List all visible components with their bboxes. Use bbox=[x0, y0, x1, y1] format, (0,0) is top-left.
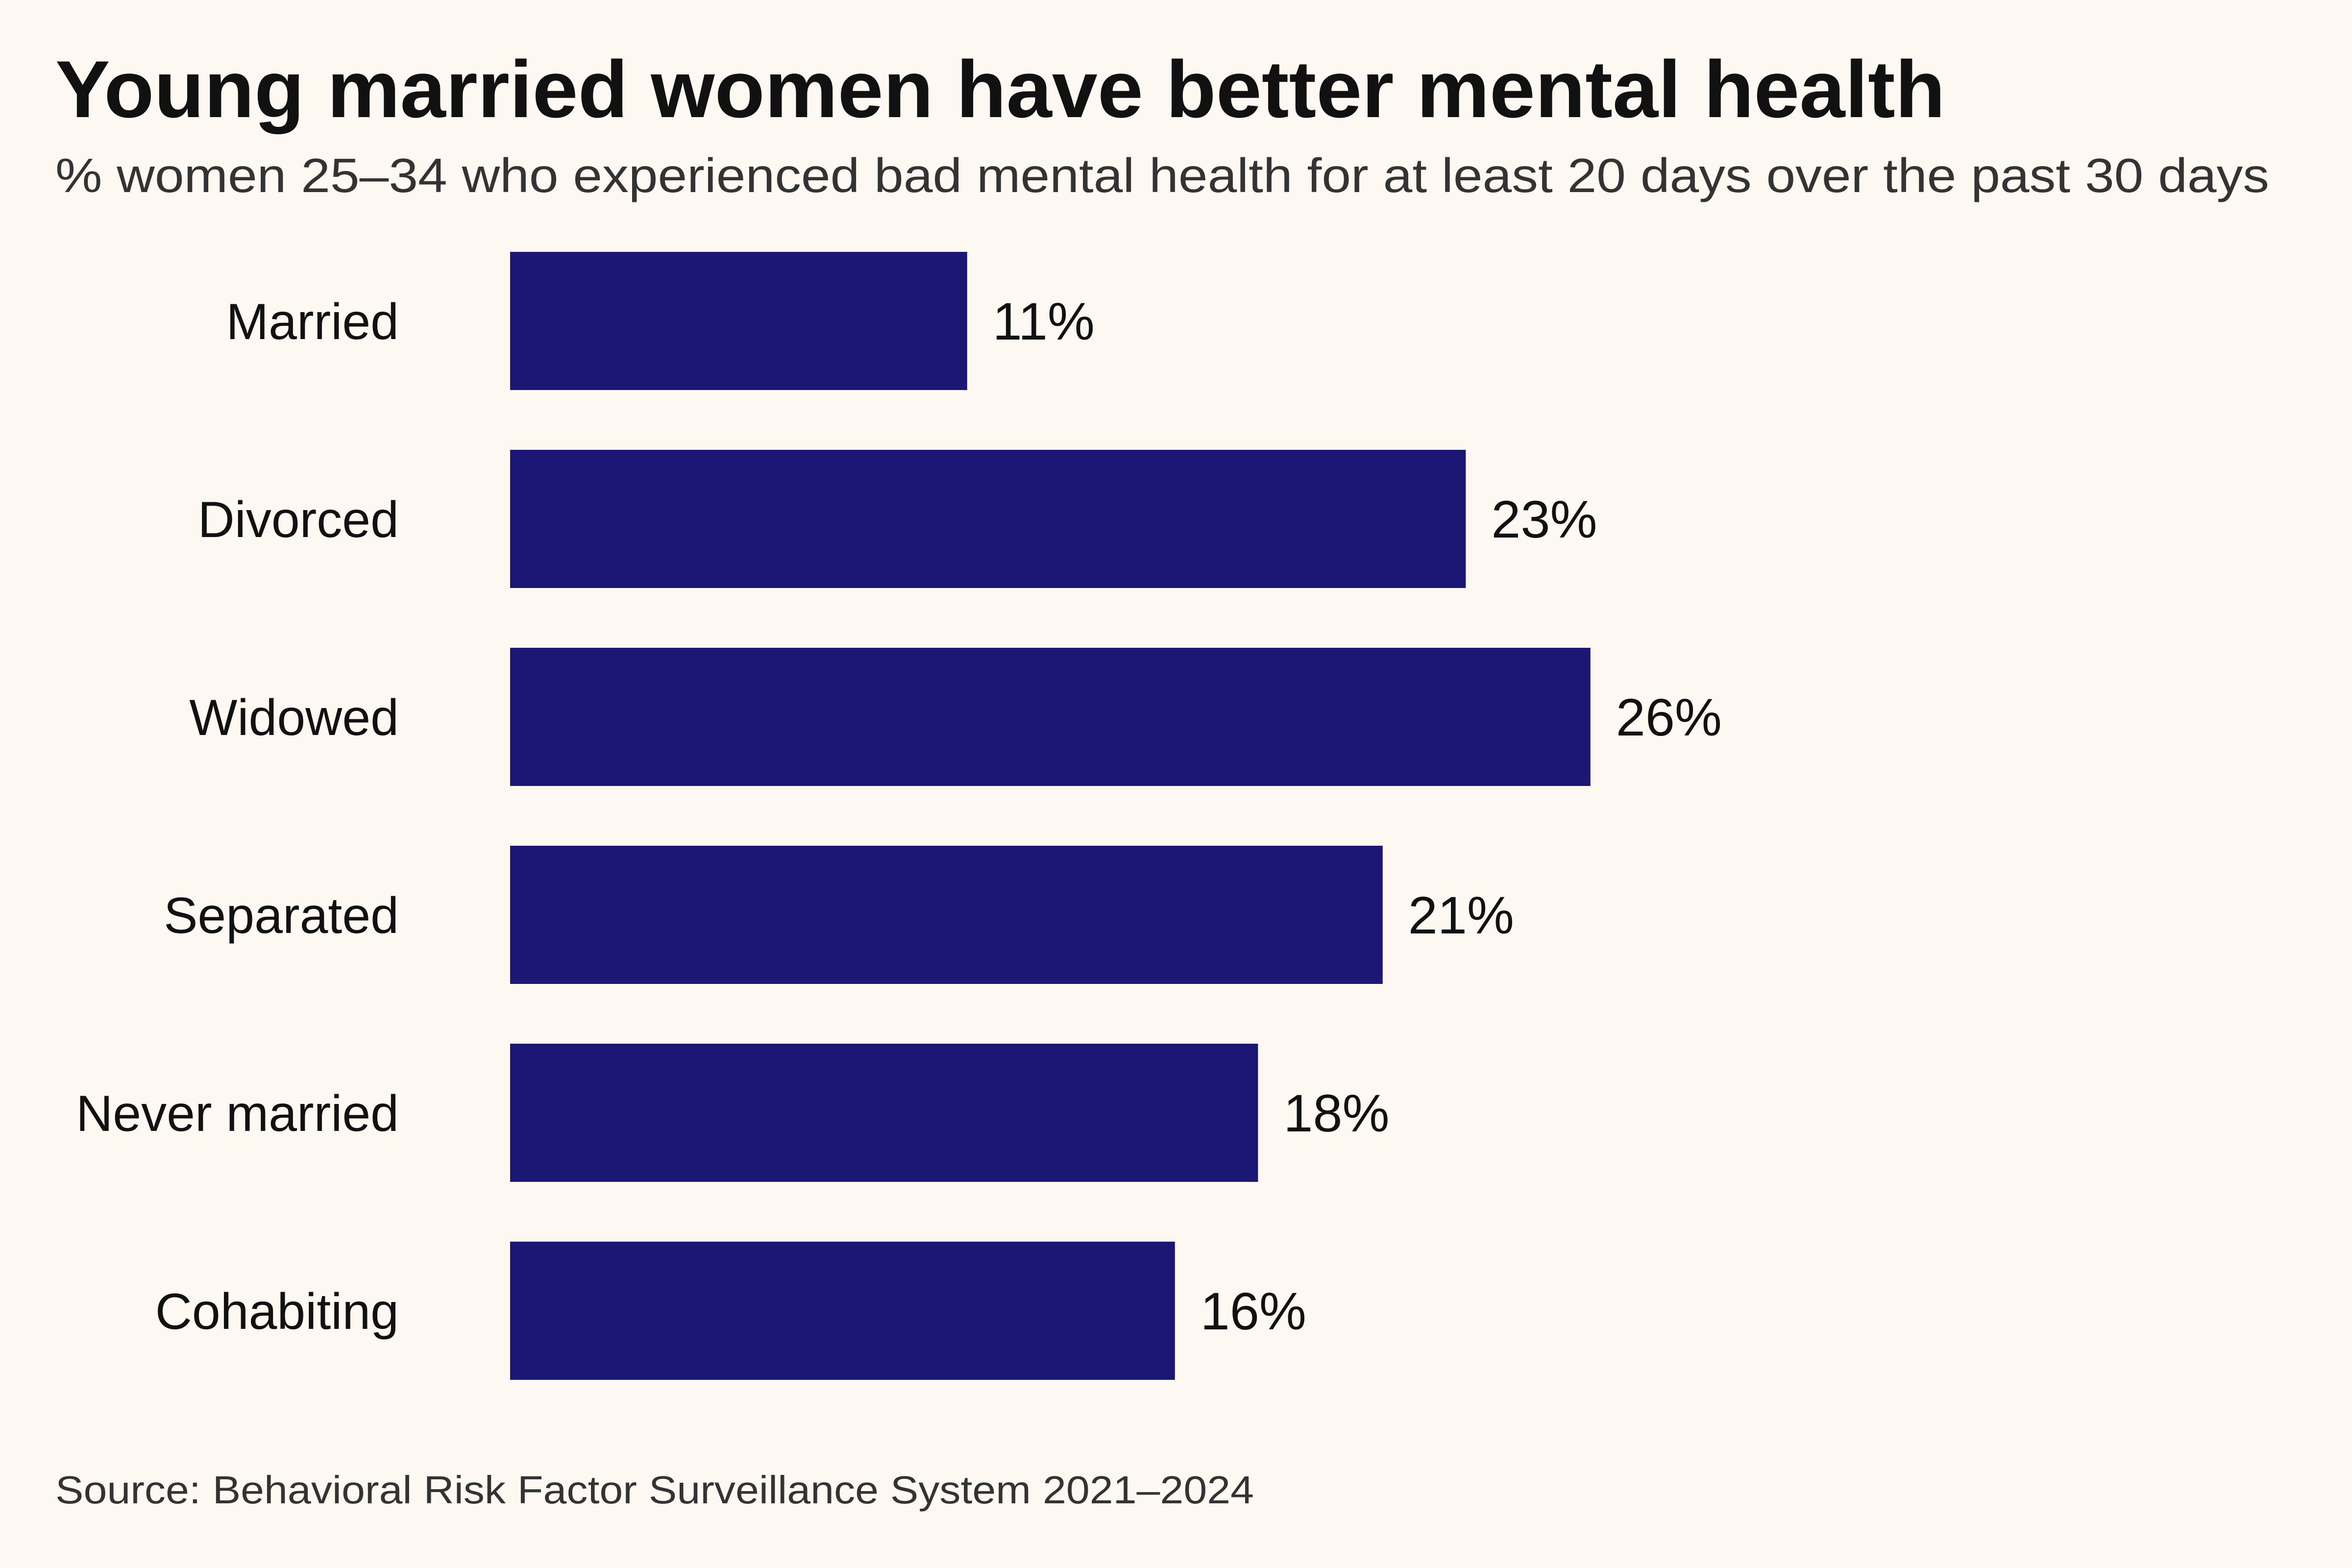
category-label: Widowed bbox=[189, 689, 399, 746]
category-label: Never married bbox=[76, 1085, 399, 1142]
value-label: 18% bbox=[1283, 1083, 1389, 1143]
bar-never-married bbox=[510, 1044, 1258, 1182]
category-label: Divorced bbox=[198, 491, 399, 548]
value-label: 26% bbox=[1616, 687, 1722, 747]
category-label: Married bbox=[226, 294, 399, 350]
value-label: 21% bbox=[1408, 885, 1514, 945]
value-label: 23% bbox=[1491, 490, 1597, 549]
chart-title: Young married women have better mental h… bbox=[55, 44, 1945, 134]
value-label: 16% bbox=[1200, 1281, 1306, 1341]
chart-subtitle: % women 25–34 who experienced bad mental… bbox=[55, 148, 2269, 202]
bar-widowed bbox=[510, 648, 1591, 786]
source-note: Source: Behavioral Risk Factor Surveilla… bbox=[55, 1468, 1254, 1512]
category-label: Separated bbox=[164, 887, 399, 944]
bar-separated bbox=[510, 846, 1383, 984]
bar-married bbox=[510, 252, 967, 390]
bar-cohabiting bbox=[510, 1242, 1175, 1380]
category-label: Cohabiting bbox=[155, 1283, 399, 1340]
bar-divorced bbox=[510, 450, 1466, 588]
value-label: 11% bbox=[993, 292, 1095, 351]
bars-group: Married 11% Divorced 23% Widowed 26% Separated… bbox=[76, 252, 1722, 1380]
